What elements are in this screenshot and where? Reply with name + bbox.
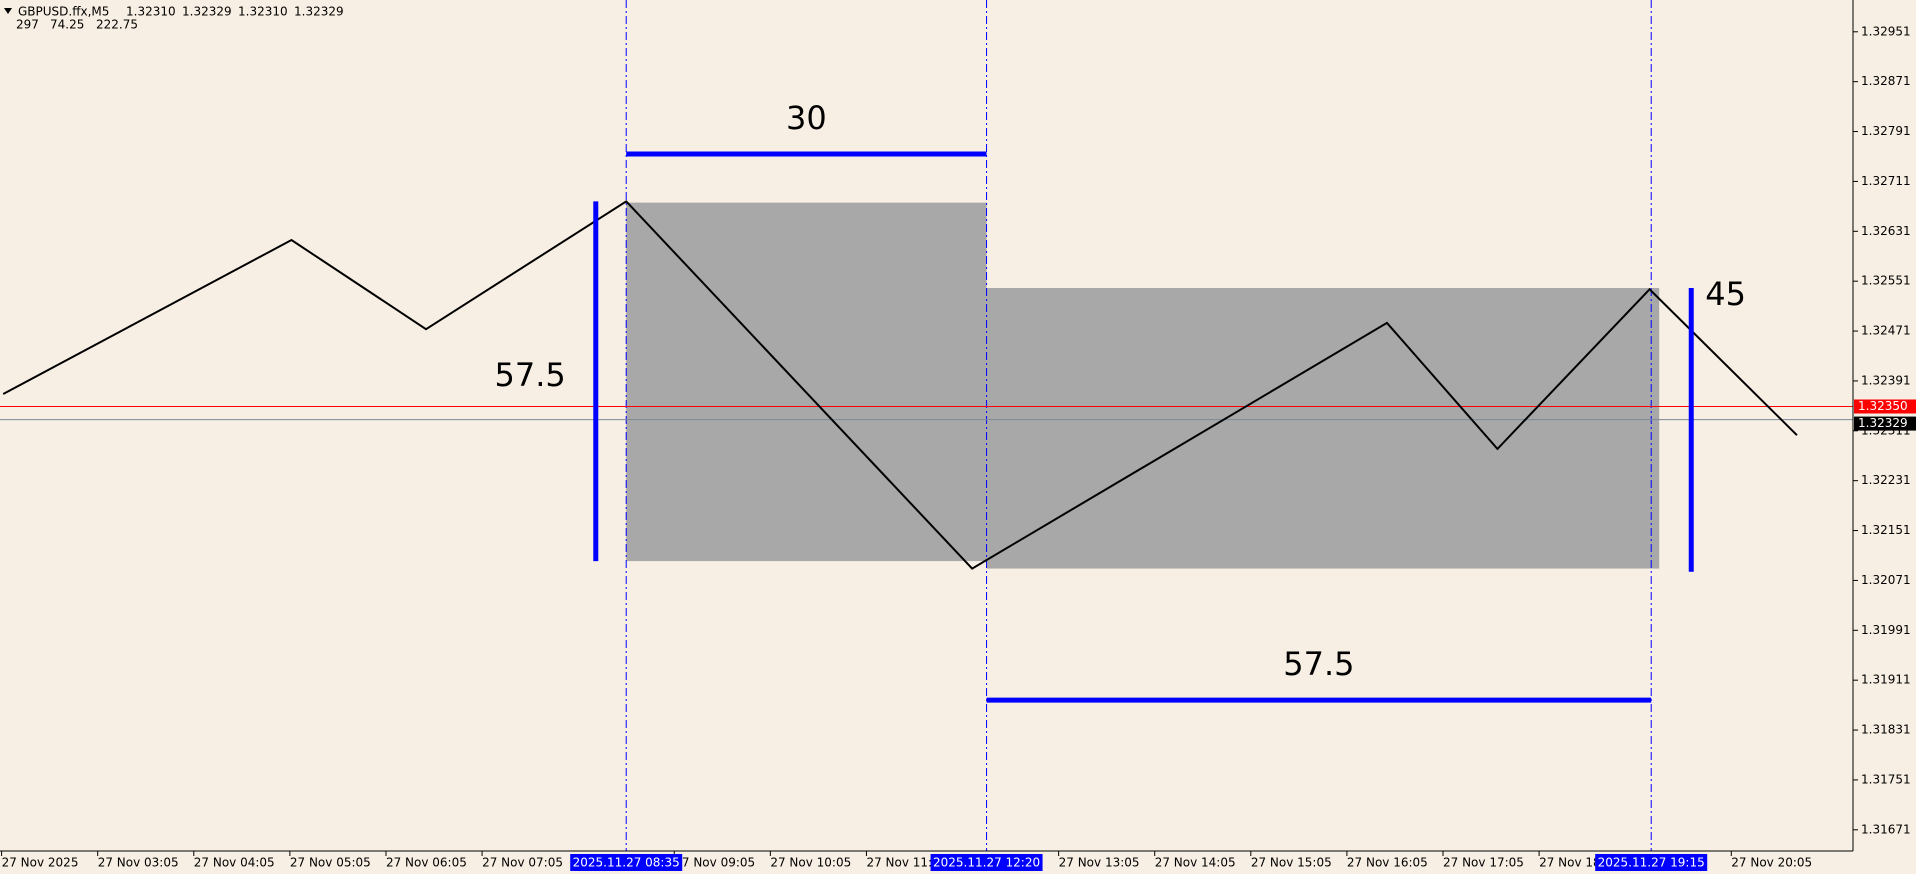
x-tick-label: 27 Nov 07:05 xyxy=(482,856,563,870)
price-label-bg xyxy=(1854,416,1916,431)
indicator-value: 222.75 xyxy=(96,18,138,32)
x-tick-label: 27 Nov 09:05 xyxy=(674,856,755,870)
time-marker-bg xyxy=(1595,854,1708,871)
plot: 57.5 30 57.5 45 xyxy=(0,0,1853,851)
y-tick-label: 1.32711 xyxy=(1861,174,1911,188)
x-tick-label: 27 Nov 17:05 xyxy=(1443,856,1524,870)
price-label: 1.32329 xyxy=(1858,416,1908,430)
x-tick-label: 27 Nov 03:05 xyxy=(98,856,179,870)
ohlc-close: 1.32329 xyxy=(294,5,344,19)
x-tick-label: 27 Nov 2025 xyxy=(2,856,79,870)
y-tick-label: 1.32471 xyxy=(1861,324,1911,338)
y-tick-label: 1.31671 xyxy=(1861,822,1911,836)
y-tick-label: 1.32551 xyxy=(1861,274,1911,288)
y-tick-label: 1.32951 xyxy=(1861,24,1911,38)
x-tick-label: 27 Nov 10:05 xyxy=(770,856,851,870)
x-tick-label: 27 Nov 06:05 xyxy=(386,856,467,870)
y-tick-label: 1.31991 xyxy=(1861,623,1911,637)
time-marker-bg xyxy=(570,854,683,871)
measure-label: 30 xyxy=(786,99,827,137)
y-tick-label: 1.32391 xyxy=(1861,373,1911,387)
indicator-value: 297 xyxy=(16,18,39,32)
range-box xyxy=(986,288,1660,569)
time-marker-label: 2025.11.27 19:15 xyxy=(1598,856,1705,870)
ohlc-low: 1.32310 xyxy=(238,5,288,19)
collapse-icon[interactable] xyxy=(4,8,12,14)
ohlc-open: 1.32310 xyxy=(126,5,176,19)
y-tick-label: 1.31831 xyxy=(1861,723,1911,737)
time-marker-bg xyxy=(930,854,1043,871)
measure-label: 45 xyxy=(1705,275,1746,313)
symbol: GBPUSD.ffx,M5 xyxy=(18,5,109,19)
x-tick-label: 27 Nov 14:05 xyxy=(1155,856,1236,870)
zigzag-line xyxy=(2,200,1798,570)
y-tick-label: 1.32871 xyxy=(1861,74,1911,88)
x-tick-label: 27 Nov 15:05 xyxy=(1251,856,1332,870)
price-label: 1.32350 xyxy=(1858,399,1908,413)
x-tick-label: 27 Nov 11:05 xyxy=(866,856,947,870)
y-tick-label: 1.32631 xyxy=(1861,224,1911,238)
y-tick-label: 1.31911 xyxy=(1861,673,1911,687)
x-tick-label: 27 Nov 20:05 xyxy=(1731,856,1812,870)
measure-label: 57.5 xyxy=(1283,645,1354,683)
measure-label: 57.5 xyxy=(495,356,566,394)
y-tick-label: 1.32071 xyxy=(1861,573,1911,587)
y-tick-label: 1.32791 xyxy=(1861,124,1911,138)
indicator-value: 74.25 xyxy=(50,18,84,32)
x-tick-label: 27 Nov 05:05 xyxy=(290,856,371,870)
ohlc-high: 1.32329 xyxy=(182,5,232,19)
x-tick-label: 27 Nov 13:05 xyxy=(1059,856,1140,870)
time-marker-label: 2025.11.27 12:20 xyxy=(933,856,1040,870)
x-tick-label: 27 Nov 04:05 xyxy=(194,856,275,870)
range-box xyxy=(626,202,987,562)
time-marker-label: 2025.11.27 08:35 xyxy=(573,856,680,870)
y-tick-label: 1.32231 xyxy=(1861,473,1911,487)
price-label-bg xyxy=(1854,399,1916,414)
y-tick-label: 1.32151 xyxy=(1861,523,1911,537)
y-tick-label: 1.31751 xyxy=(1861,772,1911,786)
x-tick-label: 27 Nov 16:05 xyxy=(1347,856,1428,870)
